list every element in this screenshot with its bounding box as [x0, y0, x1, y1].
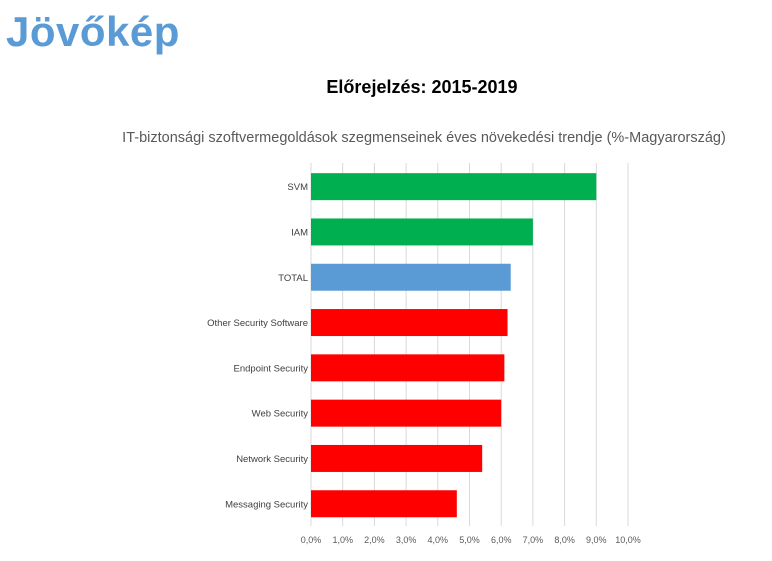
- bar-network-security: [311, 444, 483, 472]
- x-tick-label: 4,0%: [428, 535, 449, 545]
- bar-other-security-software: [311, 309, 508, 337]
- category-label: Messaging Security: [225, 499, 308, 510]
- category-label: Web Security: [252, 409, 309, 420]
- category-label: Network Security: [236, 454, 308, 465]
- x-tick-label: 6,0%: [491, 535, 512, 545]
- x-tick-label: 7,0%: [523, 535, 544, 545]
- bar-iam: [311, 218, 533, 246]
- category-label: Endpoint Security: [234, 363, 309, 374]
- x-tick-label: 3,0%: [396, 535, 417, 545]
- bar-endpoint-security: [311, 354, 505, 382]
- chart-subtitle: IT-biztonsági szoftvermegoldások szegmen…: [122, 130, 726, 146]
- category-label: TOTAL: [278, 273, 308, 284]
- x-tick-label: 0,0%: [301, 535, 322, 545]
- chart-title: Előrejelzés: 2015-2019: [326, 77, 518, 97]
- x-tick-label: 2,0%: [364, 535, 385, 545]
- bar-total: [311, 263, 511, 291]
- x-tick-label: 10,0%: [615, 535, 641, 545]
- category-label: Other Security Software: [207, 318, 308, 329]
- x-tick-label: 9,0%: [586, 535, 607, 545]
- bar-web-security: [311, 399, 502, 427]
- x-tick-label: 1,0%: [332, 535, 353, 545]
- bar-messaging-security: [311, 490, 457, 518]
- category-label: SVM: [287, 182, 308, 193]
- slide-title: Jövőkép: [6, 8, 180, 55]
- x-tick-label: 5,0%: [459, 535, 480, 545]
- category-label: IAM: [291, 227, 308, 238]
- bar-svm: [311, 173, 597, 201]
- x-tick-label: 8,0%: [554, 535, 575, 545]
